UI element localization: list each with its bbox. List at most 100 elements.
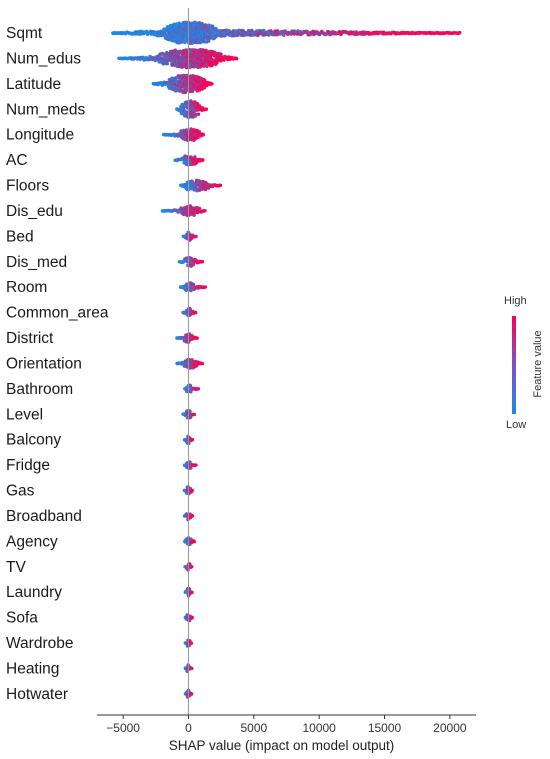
colorbar: High Low Feature value: [504, 295, 544, 431]
feature-swarm: [173, 154, 205, 167]
feature-swarm: [178, 281, 208, 293]
feature-swarm: [183, 383, 201, 394]
feature-label: Wardrobe: [6, 635, 73, 652]
feature-label: Bed: [6, 228, 34, 245]
feature-label: TV: [6, 559, 26, 576]
shap-point: [190, 590, 194, 594]
feature-swarm: [175, 332, 199, 344]
shap-point: [190, 488, 194, 493]
feature-label: Bathroom: [6, 381, 73, 398]
feature-label: Hotwater: [6, 686, 68, 703]
x-tick-label: 20000: [433, 721, 467, 735]
shap-point: [200, 361, 205, 366]
feature-label: Heating: [6, 661, 59, 678]
shap-point: [235, 57, 239, 61]
shap-point: [182, 128, 186, 133]
feature-label: Gas: [6, 483, 35, 500]
feature-swarm: [183, 536, 196, 547]
shap-point: [219, 52, 223, 56]
feature-label: Balcony: [6, 432, 61, 449]
feature-label: Floors: [6, 178, 49, 195]
x-tick-label: 0: [185, 721, 192, 735]
shap-point: [204, 48, 208, 53]
shap-point: [188, 307, 192, 311]
feature-label: Num_meds: [6, 101, 85, 118]
feature-swarm: [160, 204, 207, 218]
shap-point: [203, 209, 207, 213]
shap-point: [191, 283, 196, 287]
shap-point: [204, 107, 209, 111]
feature-swarm: [177, 256, 205, 268]
shap-point: [282, 33, 286, 37]
shap-point: [192, 412, 197, 417]
shap-point: [188, 410, 192, 414]
shap-point: [148, 54, 152, 59]
feature-label: Laundry: [6, 584, 62, 601]
feature-swarm: [162, 127, 205, 142]
feature-label: District: [6, 330, 54, 347]
shap-point: [202, 86, 207, 90]
feature-swarm: [183, 638, 194, 648]
feature-label: Room: [6, 279, 47, 296]
feature-label: Dis_edu: [6, 203, 63, 220]
shap-point: [190, 666, 194, 671]
feature-label: Num_edus: [6, 50, 81, 67]
feature-swarm: [151, 73, 214, 95]
shap-point: [262, 28, 266, 33]
shap-point: [192, 539, 196, 544]
feature-swarm: [111, 20, 462, 46]
shap-point: [207, 39, 211, 43]
feature-swarm: [181, 306, 198, 318]
feature-labels: Sqmt Num_edus Latitude Num_meds Longitude AC F…: [6, 25, 109, 703]
feature-swarm: [117, 47, 239, 70]
colorbar-gradient: [512, 316, 516, 414]
shap-point: [210, 82, 214, 86]
shap-point: [194, 112, 198, 117]
feature-swarm: [179, 178, 223, 193]
shap-point: [192, 213, 196, 217]
colorbar-low-label: Low: [506, 419, 526, 431]
feature-label: Common_area: [6, 305, 109, 322]
shap-point: [194, 234, 198, 239]
shap-point: [165, 62, 169, 66]
feature-label: Longitude: [6, 127, 74, 144]
shap-point: [167, 37, 171, 42]
shap-point: [194, 310, 198, 315]
feature-label: Dis_med: [6, 254, 67, 271]
shap-point: [189, 641, 194, 645]
shap-point: [190, 514, 195, 518]
feature-label: AC: [6, 152, 28, 169]
shap-point: [195, 336, 199, 340]
colorbar-title: Feature value: [532, 330, 544, 397]
shap-point: [218, 183, 223, 187]
shap-point: [188, 460, 192, 464]
shap-point: [458, 30, 462, 35]
shap-point: [176, 83, 180, 88]
shap-point: [196, 112, 201, 116]
shap-point: [197, 130, 202, 134]
shap-point: [190, 438, 195, 442]
x-tick-label: −5000: [106, 721, 140, 735]
x-tick-label: 5000: [240, 721, 267, 735]
feature-label: Orientation: [6, 355, 82, 372]
x-axis: −5000 0 5000 10000 15000 20000: [97, 714, 476, 735]
feature-label: Sofa: [6, 610, 38, 627]
shap-point: [201, 158, 205, 162]
shap-point: [193, 155, 197, 159]
feature-label: Latitude: [6, 76, 61, 93]
feature-swarm: [175, 99, 209, 120]
feature-swarm: [181, 230, 198, 242]
shap-point: [200, 260, 205, 264]
feature-label: Broadband: [6, 508, 82, 525]
shap-point: [190, 615, 194, 620]
x-tick-label: 10000: [302, 721, 336, 735]
shap-point: [192, 65, 196, 69]
feature-label: Agency: [6, 533, 58, 550]
feature-label: Fridge: [6, 457, 50, 474]
shap-point: [185, 669, 189, 673]
shap-point: [182, 40, 187, 44]
feature-label: Level: [6, 406, 43, 423]
x-tick-label: 15000: [368, 721, 402, 735]
colorbar-high-label: High: [504, 295, 527, 307]
